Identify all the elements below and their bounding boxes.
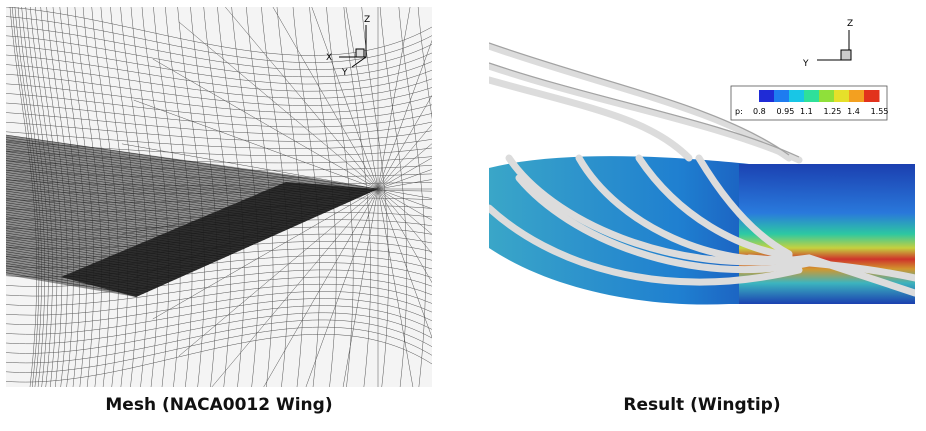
mesh-axis-x-label: X (326, 53, 332, 63)
colorbar-swatch (759, 90, 775, 102)
streamlines (489, 42, 915, 297)
result-axis-y-label: Y (802, 59, 809, 69)
colorbar-swatch (789, 90, 805, 102)
mesh-axis-y-label: Y (341, 68, 348, 78)
result-image: p: 0.8 0.95 1.1 1.25 1.4 1.55 Z Y (489, 8, 915, 386)
colorbar-ticks: 0.8 0.95 1.1 1.25 1.4 1.55 (753, 107, 888, 116)
mesh-svg: Z X Y (6, 7, 432, 387)
result-axis-triad (817, 30, 852, 61)
colorbar-tick-label: 1.55 (871, 107, 889, 116)
colorbar-swatch (834, 90, 850, 102)
mesh-caption: Mesh (NACA0012 Wing) (105, 395, 333, 415)
colorbar-swatch (849, 90, 865, 102)
colorbar: p: 0.8 0.95 1.1 1.25 1.4 1.55 (730, 85, 888, 121)
mesh-image: Z X Y (6, 7, 432, 387)
colorbar-tick-label: 1.25 (824, 107, 842, 116)
mesh-axis-triad (339, 25, 367, 68)
colorbar-label: p: (735, 107, 743, 116)
colorbar-tick-label: 1.1 (800, 107, 813, 116)
mesh-axis-z-label: Z (364, 15, 370, 25)
result-axis-z-label: Z (847, 19, 853, 29)
wing-mesh-lines (6, 134, 379, 296)
colorbar-swatch (804, 90, 820, 102)
colorbar-tick-label: 1.4 (847, 107, 860, 116)
colorbar-swatch (774, 90, 790, 102)
result-svg: p: 0.8 0.95 1.1 1.25 1.4 1.55 Z Y (489, 19, 915, 305)
colorbar-tick-label: 0.8 (753, 107, 766, 116)
colorbar-swatch (864, 90, 880, 102)
result-caption: Result (Wingtip) (623, 395, 781, 415)
colorbar-swatches (759, 90, 880, 102)
colorbar-tick-label: 0.95 (777, 107, 795, 116)
colorbar-swatch (819, 90, 835, 102)
